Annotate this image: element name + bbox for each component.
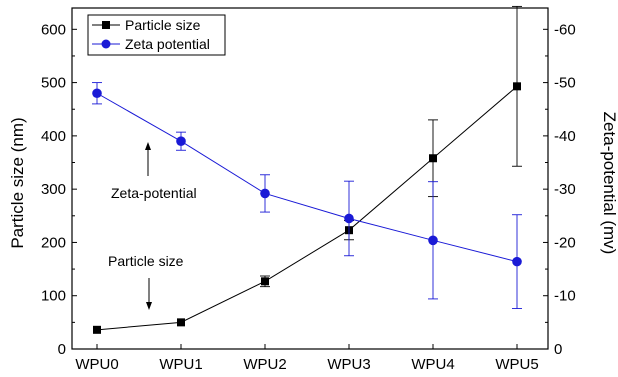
x-tick-label: WPU1	[159, 356, 202, 373]
right-tick-label: -60	[554, 21, 576, 38]
right-tick-label: 0	[554, 341, 562, 358]
square-marker-icon	[102, 21, 110, 29]
left-tick-label: 0	[58, 341, 66, 358]
annotation-zeta-label: Zeta-potential	[111, 185, 197, 201]
series-zeta-potential	[92, 82, 522, 309]
left-tick-label: 600	[41, 21, 66, 38]
x-tick-label: WPU3	[327, 356, 370, 373]
legend: Particle size Zeta potential	[87, 14, 226, 56]
y-axis-title: Particle size (nm)	[8, 117, 27, 248]
data-point	[429, 154, 437, 163]
annotation-particle: Particle size	[108, 253, 184, 310]
series-line	[96, 92, 518, 263]
x-axis-ticks: WPU0 WPU1 WPU2 WPU3 WPU4 WPU5	[75, 344, 539, 373]
left-tick-label: 300	[41, 181, 66, 198]
legend-label-particle-size: Particle size	[125, 17, 201, 33]
series-layer	[92, 5, 522, 334]
x-tick-label: WPU5	[495, 356, 538, 373]
arrow-up-icon	[145, 142, 151, 150]
data-point	[428, 235, 438, 246]
data-point	[512, 256, 522, 267]
axes	[71, 7, 549, 350]
data-point	[261, 277, 269, 286]
left-tick-label: 400	[41, 128, 66, 145]
annotation-particle-label: Particle size	[108, 253, 184, 269]
x-tick-label: WPU0	[75, 356, 118, 373]
data-point	[92, 88, 102, 99]
left-tick-label: 500	[41, 75, 66, 92]
left-tick-label: 100	[41, 288, 66, 305]
series-particle-size	[93, 5, 522, 334]
arrow-down-icon	[146, 302, 152, 310]
x-tick-label: WPU4	[411, 356, 454, 373]
data-point	[93, 325, 101, 334]
data-point	[513, 82, 521, 91]
x-tick-label: WPU2	[243, 356, 286, 373]
annotation-zeta: Zeta-potential	[111, 142, 197, 201]
circle-marker-icon	[101, 39, 111, 49]
plot-frame	[71, 7, 549, 350]
legend-frame	[87, 14, 226, 56]
left-axis-ticks: 0 100 200 300 400 500 600	[41, 21, 77, 358]
left-tick-label: 200	[41, 234, 66, 251]
series-line	[96, 85, 518, 331]
right-tick-label: -40	[554, 128, 576, 145]
data-point	[344, 213, 354, 224]
legend-item-particle-size: Particle size	[92, 17, 201, 33]
data-point	[177, 318, 185, 327]
right-axis-ticks: 0 -10 -20 -30 -40 -50 -60	[543, 21, 576, 358]
right-tick-label: -50	[554, 75, 576, 92]
data-point	[260, 188, 270, 199]
right-tick-label: -20	[554, 234, 576, 251]
legend-label-zeta-potential: Zeta potential	[125, 36, 210, 52]
right-tick-label: -10	[554, 288, 576, 305]
right-tick-label: -30	[554, 181, 576, 198]
legend-item-zeta-potential: Zeta potential	[92, 36, 210, 52]
y2-axis-title: Zeta-potential (mv)	[600, 112, 618, 255]
data-point	[176, 136, 186, 147]
